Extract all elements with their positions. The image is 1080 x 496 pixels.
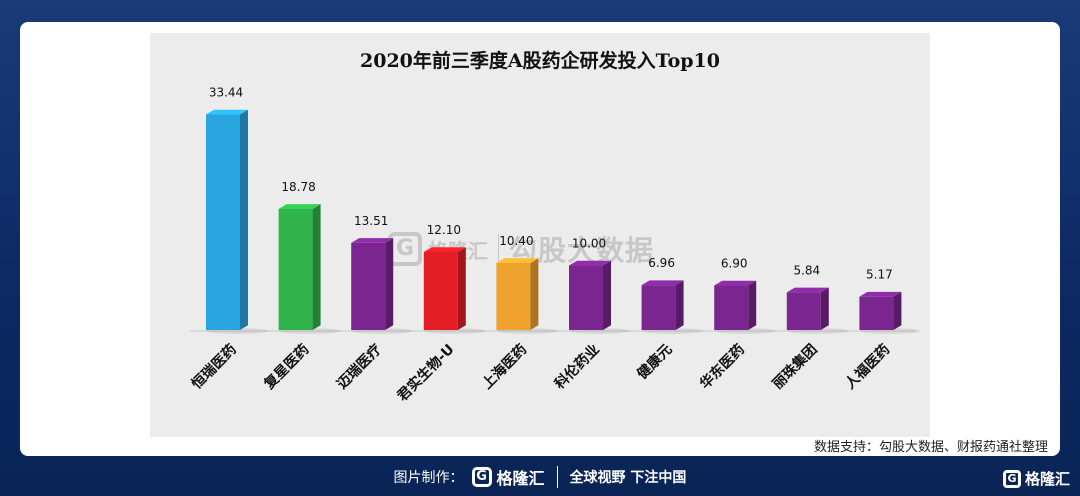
bar-top [351, 238, 394, 243]
data-label: 33.44 [209, 85, 243, 99]
bar-top [569, 260, 611, 266]
data-label: 10.00 [572, 237, 606, 251]
bar-top [641, 280, 684, 286]
category-label: 迈瑞医疗 [333, 341, 385, 393]
category-label: 华东医药 [696, 341, 748, 393]
bar-top [714, 280, 757, 286]
data-label: 5.17 [866, 268, 893, 282]
bar [569, 265, 603, 330]
bar [859, 296, 894, 330]
bar-top [206, 109, 248, 115]
bar-side [820, 287, 829, 330]
category-label: 复星医药 [260, 341, 312, 393]
bar-side [603, 260, 611, 330]
category-label: 科伦药业 [551, 341, 603, 393]
bar [641, 285, 676, 330]
bar-side [312, 204, 321, 330]
bar [496, 262, 531, 330]
category-label: 君实生物-U [393, 341, 457, 405]
category-label: 恒瑞医药 [188, 341, 240, 393]
category-label: 丽珠集团 [769, 341, 821, 393]
bar-side [530, 258, 539, 330]
category-label: 人福医药 [842, 341, 894, 393]
footer-brand: 格隆汇 [496, 469, 545, 488]
bar-top [859, 291, 902, 297]
bar [206, 114, 240, 331]
bar-side [893, 291, 902, 330]
bar [714, 285, 749, 330]
data-source: 数据支持：勾股大数据、财报药通社整理 [813, 440, 1048, 455]
bar-top [496, 258, 539, 263]
bar-side [675, 280, 684, 330]
bar-top [786, 287, 829, 293]
bar [351, 242, 386, 330]
bar-side [748, 280, 757, 330]
data-label: 12.10 [427, 223, 461, 237]
bar-side [457, 247, 466, 330]
category-label: 健康元 [634, 341, 676, 383]
data-label: 6.96 [648, 256, 675, 270]
data-label: 5.84 [793, 263, 820, 277]
footer-divider [556, 466, 558, 488]
chart-title: 2020年前三季度A股药企研发投入Top10 [360, 50, 720, 72]
data-label: 13.51 [354, 214, 388, 228]
data-label: 10.40 [499, 234, 533, 248]
bar-top [278, 204, 321, 209]
bar-top [423, 247, 466, 253]
corner-logo: G 格隆汇 [1002, 468, 1070, 489]
data-label: 6.90 [721, 257, 748, 271]
bar [423, 252, 458, 330]
footer-label: 图片制作： [393, 470, 464, 486]
footer-logo-icon: G [471, 467, 492, 487]
footer-slogan: 全球视野 下注中国 [569, 470, 687, 486]
bar [786, 292, 821, 330]
category-label: 上海医药 [479, 341, 531, 393]
corner-logo-brand: 格隆汇 [1024, 470, 1070, 488]
footer: 图片制作： G 格隆汇 全球视野 下注中国 [0, 462, 1080, 492]
bar-side [385, 238, 394, 330]
bar-side [240, 109, 248, 330]
watermark-divider [498, 234, 499, 264]
data-label: 18.78 [281, 180, 315, 194]
bar [278, 208, 313, 330]
corner-logo-icon: G [1002, 469, 1021, 488]
